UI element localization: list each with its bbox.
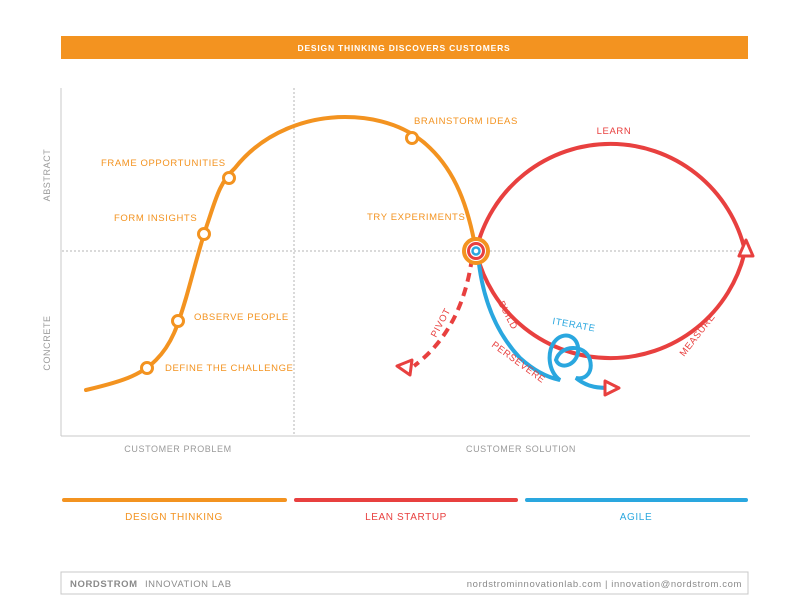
footer-box	[60, 571, 749, 595]
step-dot-brainstorm	[405, 131, 419, 145]
step-dot-insights	[197, 227, 211, 241]
label-brainstorm-ideas: BRAINSTORM IDEAS	[414, 116, 518, 127]
pivot-path	[412, 257, 474, 368]
footer-org-rest: INNOVATION LAB	[145, 579, 232, 590]
measure-arrow	[737, 238, 755, 258]
legend-label-lean: LEAN STARTUP	[365, 512, 447, 523]
label-iterate: ITERATE	[551, 316, 596, 334]
label-persevere: PERSEVERE	[489, 340, 547, 386]
legend-label-agile: AGILE	[620, 512, 652, 523]
label-learn: LEARN	[597, 126, 632, 137]
label-pivot: PIVOT	[429, 306, 454, 339]
footer-org-bold: NORDSTROM	[70, 579, 138, 590]
agile-build-path	[476, 253, 614, 390]
legend-label-design: DESIGN THINKING	[125, 512, 223, 523]
label-try-experiments: TRY EXPERIMENTS	[367, 212, 465, 223]
step-dot-observe	[171, 314, 185, 328]
label-frame-opportunities: FRAME OPPORTUNITIES	[101, 158, 226, 169]
x-label-solution: CUSTOMER SOLUTION	[466, 444, 576, 454]
footer-links[interactable]: nordstrominnovationlab.com | innovation@…	[467, 579, 742, 590]
step-dot-define	[140, 361, 154, 375]
label-observe-people: OBSERVE PEOPLE	[194, 312, 289, 323]
label-form-insights: FORM INSIGHTS	[114, 213, 197, 224]
step-dot-frame	[222, 171, 236, 185]
banner-bar	[61, 36, 748, 59]
pivot-arrowhead	[395, 358, 414, 377]
y-label-concrete: CONCRETE	[42, 315, 52, 370]
hub-inner	[471, 246, 481, 256]
persevere-arrow	[603, 379, 621, 397]
banner-title: DESIGN THINKING DISCOVERS CUSTOMERS	[298, 43, 511, 53]
label-define-challenge: DEFINE THE CHALLENGE	[165, 363, 294, 374]
footer-org: NORDSTROM INNOVATION LAB	[70, 579, 232, 590]
y-label-abstract: ABSTRACT	[42, 149, 52, 202]
x-label-problem: CUSTOMER PROBLEM	[124, 444, 231, 454]
